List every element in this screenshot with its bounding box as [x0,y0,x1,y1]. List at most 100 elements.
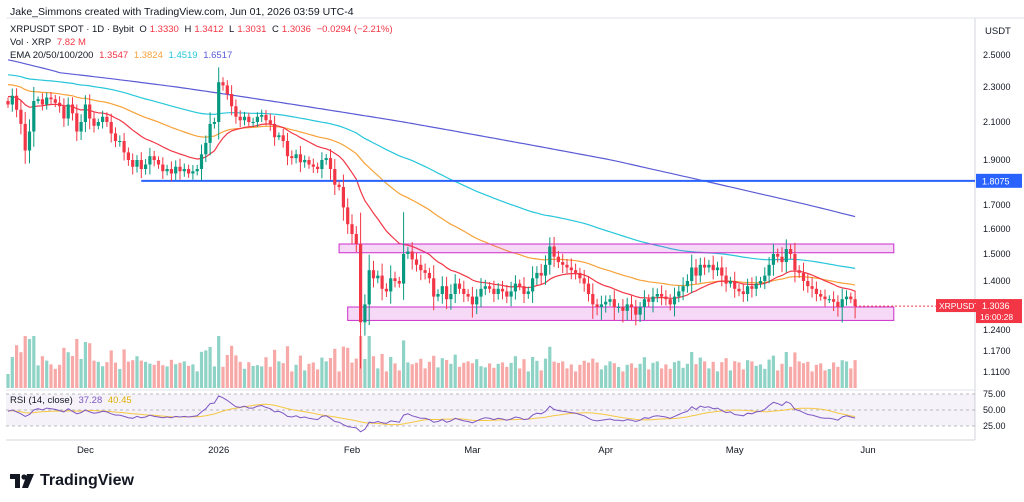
volume-bar [182,361,186,388]
candle-body [251,122,255,123]
candle-body [255,116,259,122]
legend-change: −0.0294 (−2.21%) [316,24,393,35]
candle-body [711,264,715,271]
volume-bar [156,360,161,388]
candle-body [101,116,105,122]
volume-bar [741,369,745,388]
time-axis-label: Mar [464,445,480,456]
candle-body [169,169,173,174]
volume-bar [346,347,350,388]
volume-bar [711,361,715,388]
volume-bar [840,360,844,388]
volume-bar [836,366,840,388]
legend-symbol: XRPUSDT SPOT · 1D · Bybit [10,24,134,35]
price-axis-title: USDT [985,26,1011,37]
volume-bar [552,361,556,388]
volume-bar [647,369,651,388]
candle-body [122,141,126,153]
volume-bar [6,374,10,388]
candle-body [625,304,629,311]
volume-bar [105,362,109,388]
candle-body [832,299,836,302]
legend-low: 1.3031 [237,24,267,35]
candle-body [199,154,204,169]
candle-body [518,283,522,287]
legend-ohlc: XRPUSDT SPOT · 1D · Bybit O 1.3330 H 1.341… [10,24,396,35]
tradingview-logo[interactable]: TradingView [10,472,134,490]
candle-body [58,102,62,107]
candle-body [840,299,844,307]
legend-open-label: O [139,24,147,35]
chart-canvas[interactable]: USDT 2.5000 2.3000 2.1000 1.9000 1.7000 1.6000… [0,0,1024,466]
candle-body [629,304,634,307]
volume-bar [406,362,410,388]
volume-bar [152,364,156,388]
volume-bar [801,363,806,388]
volume-bar [70,356,75,388]
volume-bar [479,366,483,388]
candle-body [384,288,388,292]
volume-bar [651,362,655,388]
volume-bar [27,339,32,388]
candle-body [479,288,483,297]
price-tick-label: 1.5000 [983,249,1011,259]
candle-body [79,122,83,132]
candle-body [750,286,754,289]
volume-bar [758,364,763,388]
volume-bar [328,358,333,388]
candle-body [677,291,681,297]
volume-bar [462,362,466,388]
candle-body [853,299,857,307]
volume-bar [625,364,629,388]
volume-bar [187,365,191,388]
brand-name: TradingView [40,472,134,489]
volume-bar [419,358,423,388]
candle-body [316,166,320,169]
candle-body [161,164,165,172]
volume-bar [655,361,659,388]
candle-body [604,301,608,305]
volume-bar [767,359,771,388]
candle-body [131,160,135,167]
legend-ema-label: EMA 20/50/100/200 [10,50,94,61]
volume-bar [131,360,135,388]
candle-body [475,296,479,305]
candle-body [595,304,599,307]
candle-body [83,104,87,122]
volume-bar [853,360,857,388]
ema200-line [7,59,856,218]
volume-bar [604,365,608,388]
candle-body [19,109,23,124]
volume-bar [230,345,234,388]
volume-bar [58,364,62,388]
candle-body [535,272,539,279]
candle-body [634,307,638,315]
candle-body [733,281,737,289]
price-tick-label: 1.1700 [983,346,1011,356]
candle-body [789,249,793,254]
candle-body [406,251,410,254]
candle-body [148,156,152,165]
volume-bar [139,360,143,388]
candle-body [707,264,711,268]
legend-close: 1.3036 [281,24,311,35]
rsi-tick-label: 75.00 [983,389,1006,399]
candle-body [505,291,509,297]
volume-bar [414,362,419,388]
candle-body [174,166,178,174]
volume-bar [178,362,182,388]
candle-body [187,169,191,174]
time-axis-label: Dec [77,445,94,456]
volume-bar [535,360,539,388]
volume-bar [427,361,431,388]
candle-body [720,267,724,276]
volume-bar [453,354,457,388]
volume-bar [75,339,79,388]
candle-body [191,171,195,174]
volume-bar [148,363,152,388]
volume-bar [617,367,621,388]
candle-body [827,299,831,301]
volume-bar [707,368,711,388]
volume-bar [776,370,780,388]
volume-bar [784,352,788,388]
